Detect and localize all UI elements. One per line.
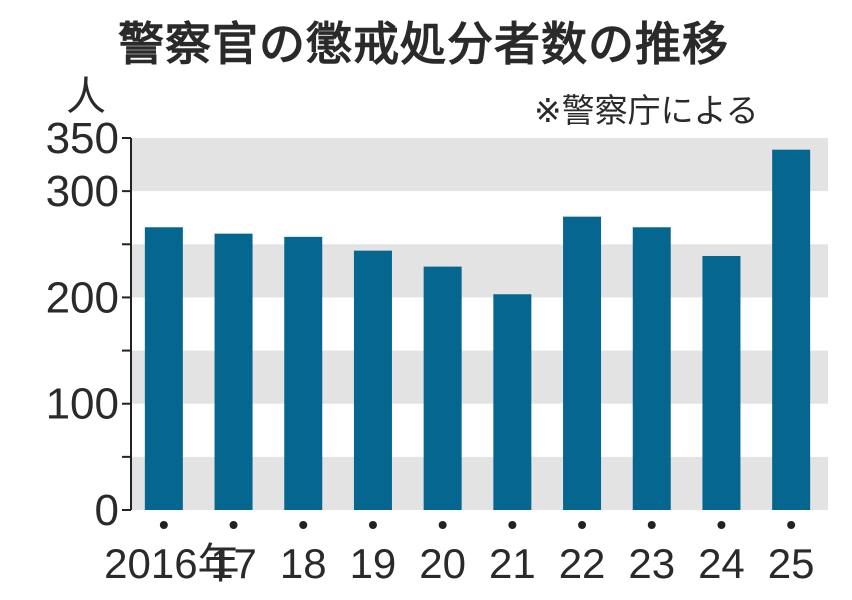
x-tick-dot (159, 521, 168, 529)
bar (423, 266, 462, 510)
x-tick-label: 2016年 (104, 540, 239, 587)
chart-title: 警察官の懲戒処分者数の推移 (118, 17, 729, 71)
bar (144, 227, 183, 510)
x-tick-label: 24 (698, 540, 745, 587)
y-tick-label: 200 (46, 273, 119, 322)
bar (702, 255, 741, 510)
grid-band (131, 138, 828, 192)
bar (214, 233, 253, 510)
x-tick-dot (508, 521, 517, 529)
bar (284, 236, 323, 511)
y-tick-label: 300 (46, 167, 119, 216)
bar (563, 216, 602, 510)
x-tick-dot (438, 521, 447, 529)
bar (493, 294, 532, 510)
x-tick-label: 25 (768, 540, 815, 587)
x-tick-dot (647, 521, 656, 529)
x-tick-label: 18 (280, 540, 327, 587)
x-tick-label: 23 (628, 540, 675, 587)
bars (144, 149, 811, 511)
x-tick-label: 19 (350, 540, 397, 587)
x-tick-dot (787, 521, 796, 529)
x-tick-label: 20 (419, 540, 466, 587)
y-tick-label: 100 (46, 380, 119, 429)
y-axis-unit: 人 (66, 74, 106, 120)
x-tick-label: 22 (559, 540, 606, 587)
x-tick-label: 21 (489, 540, 536, 587)
x-tick-dot (229, 521, 238, 529)
y-axis (122, 137, 132, 511)
source-note: ※警察庁による (534, 91, 759, 130)
x-tick-label: 17 (210, 540, 257, 587)
bar (353, 250, 392, 511)
bar (772, 149, 811, 511)
bar (632, 227, 671, 510)
x-tick-dot (717, 521, 726, 529)
x-tick-dot (368, 521, 377, 529)
y-tick-label: 0 (95, 486, 119, 535)
y-tick-label: 350 (46, 114, 119, 163)
x-tick-dot (299, 521, 308, 529)
x-tick-dot (578, 521, 587, 529)
